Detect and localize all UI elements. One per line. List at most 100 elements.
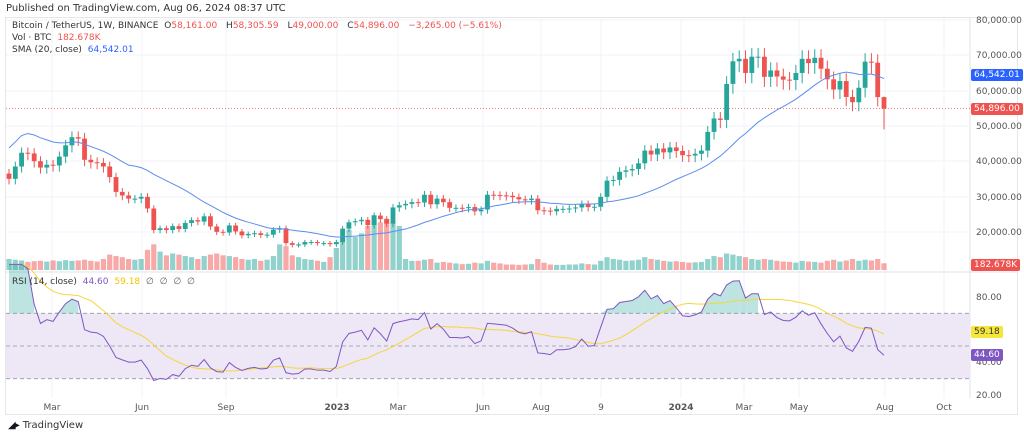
- time-axis-label: Sep: [218, 403, 235, 413]
- volume-bar: [774, 260, 780, 270]
- volume-bar: [157, 251, 163, 270]
- candle: [214, 226, 220, 232]
- rsi-overbought-fill: [625, 300, 633, 314]
- candle: [573, 207, 578, 209]
- volume-bar: [528, 264, 535, 270]
- candle: [119, 191, 125, 196]
- symbol-name[interactable]: Bitcoin / TetherUS, 1W, BINANCE: [12, 21, 159, 31]
- volume-bar: [837, 261, 843, 270]
- rsi-overbought-fill: [657, 295, 664, 314]
- volume-bar: [107, 254, 113, 270]
- sma-label[interactable]: SMA (20, close): [12, 45, 82, 55]
- volume-bar: [163, 255, 169, 270]
- price-axis-label: 80,000.00: [976, 16, 1022, 26]
- candle: [730, 61, 736, 84]
- volume-bar: [415, 260, 421, 270]
- volume-bar: [264, 259, 270, 270]
- last-price-tag: 54,896.00: [971, 103, 1023, 115]
- volume-bar: [554, 264, 560, 270]
- volume-label[interactable]: Vol · BTC: [12, 33, 52, 43]
- rsi-ma-tag: 59.18: [971, 326, 1003, 338]
- candle: [516, 197, 522, 200]
- candle: [787, 79, 792, 81]
- rsi-empty-4: ∅: [187, 277, 196, 287]
- volume-bar: [182, 256, 188, 270]
- candle: [239, 231, 245, 236]
- candle: [82, 138, 87, 160]
- candle: [459, 207, 465, 209]
- volume-bar: [289, 255, 295, 270]
- candle: [145, 196, 150, 209]
- candle: [755, 56, 761, 58]
- high-value: 58,305.59: [232, 21, 279, 31]
- candle: [491, 194, 497, 196]
- volume-bar: [352, 237, 358, 270]
- candle: [749, 56, 755, 73]
- candle: [736, 58, 742, 62]
- volume-bar: [365, 226, 371, 270]
- rsi-value: 44.60: [82, 277, 109, 287]
- close-label: C: [347, 21, 354, 31]
- candle: [340, 228, 346, 243]
- candle: [875, 62, 881, 98]
- volume-bar: [402, 259, 409, 270]
- candle: [440, 198, 446, 203]
- candle: [699, 150, 704, 154]
- rsi-overbought-fill: [732, 280, 740, 314]
- candle: [673, 147, 679, 151]
- candle: [761, 56, 767, 77]
- candle: [510, 195, 515, 198]
- volume-bar: [44, 261, 50, 270]
- candle: [44, 164, 50, 168]
- candle: [592, 206, 597, 208]
- rsi-label[interactable]: RSI (14, close): [12, 277, 77, 287]
- candle: [554, 208, 560, 212]
- rsi-empty-1: ∅: [146, 277, 154, 287]
- candle: [843, 81, 849, 97]
- candle: [63, 145, 69, 157]
- rsi-overbought-fill: [726, 281, 733, 314]
- candle: [378, 215, 383, 220]
- rsi-overbought-fill: [619, 301, 626, 314]
- candle: [692, 153, 698, 156]
- tradingview-logo[interactable]: ◢▸ TradingView: [8, 420, 83, 431]
- volume-bar: [472, 262, 478, 270]
- candle: [837, 81, 843, 90]
- time-axis-label: 9: [598, 403, 604, 413]
- candle: [648, 150, 654, 155]
- rsi-overbought-fill: [751, 293, 759, 314]
- candle: [636, 163, 641, 169]
- rsi-axis-label: 40.00: [976, 358, 1002, 368]
- candle: [478, 209, 484, 212]
- volume-bar: [302, 259, 308, 270]
- candle: [428, 194, 434, 205]
- rsi-legend: RSI (14, close) 44.60 59.18 ∅ ∅ ∅ ∅: [12, 277, 198, 287]
- brand-name: TradingView: [22, 420, 84, 431]
- candle: [623, 170, 629, 172]
- volume-legend: Vol · BTC 182.678K: [12, 33, 103, 43]
- volume-bar: [81, 259, 88, 270]
- candle: [56, 156, 62, 166]
- candle: [163, 228, 169, 231]
- volume-bar: [459, 264, 465, 270]
- volume-bar: [258, 260, 264, 270]
- volume-bar: [824, 260, 830, 270]
- volume-bar: [195, 259, 201, 270]
- volume-bar: [768, 259, 774, 270]
- candle: [485, 194, 490, 210]
- volume-bar: [547, 264, 553, 270]
- volume-bar: [566, 264, 572, 270]
- volume-tag: 182.678K: [971, 259, 1021, 271]
- candle: [94, 162, 100, 164]
- rsi-overbought-fill: [739, 280, 746, 314]
- candle: [69, 137, 75, 146]
- candle: [75, 137, 81, 139]
- volume-bar: [176, 254, 182, 270]
- low-value: 49,000.00: [292, 21, 339, 31]
- candle: [359, 219, 364, 222]
- price-axis-label: 30,000.00: [976, 193, 1022, 203]
- volume-bar: [132, 259, 138, 270]
- volume-bar: [453, 263, 459, 270]
- rsi-overbought-fill: [669, 300, 677, 314]
